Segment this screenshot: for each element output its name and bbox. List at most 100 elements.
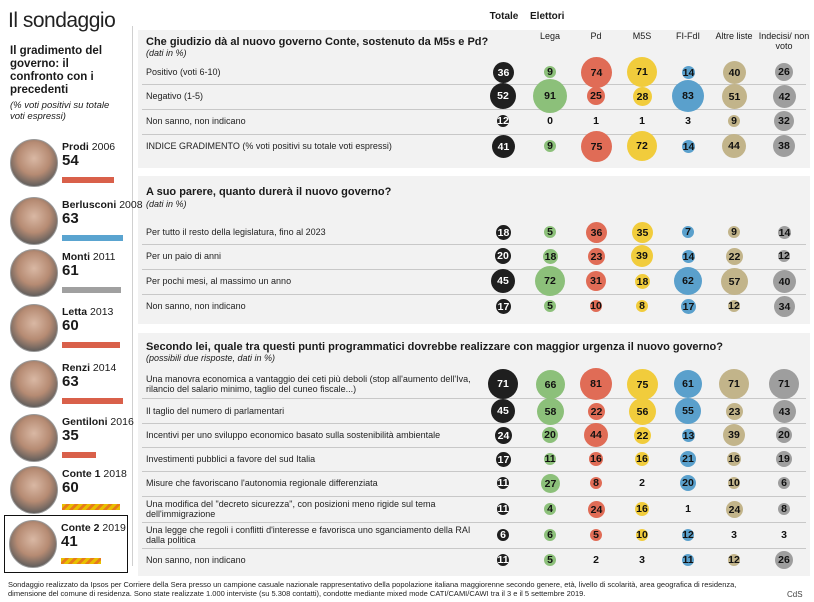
bubble-party: 43 bbox=[773, 400, 796, 423]
question-note: (possibili due risposte, dati in %) bbox=[146, 353, 276, 363]
bubble-party: 8 bbox=[590, 477, 602, 489]
row-label: Non sanno, non indicano bbox=[146, 555, 246, 565]
bubble-party: 5 bbox=[544, 300, 556, 312]
bubble-party: 14 bbox=[682, 66, 695, 79]
bubble-party: 44 bbox=[722, 134, 746, 158]
portrait-photo bbox=[10, 197, 58, 245]
bubble-party: 22 bbox=[726, 248, 743, 265]
portrait-photo bbox=[10, 304, 58, 352]
row-label: Positivo (voti 6-10) bbox=[146, 67, 221, 77]
bubble-party: 75 bbox=[581, 131, 612, 162]
government-name-text: Gentiloni bbox=[62, 416, 111, 428]
question-title: A suo parere, quanto durerà il nuovo gov… bbox=[146, 186, 392, 198]
bubble-party: 40 bbox=[773, 270, 796, 293]
government-approval-bar bbox=[62, 398, 123, 404]
row-separator bbox=[142, 269, 806, 270]
bubble-party: 16 bbox=[635, 452, 649, 466]
portrait-photo bbox=[10, 466, 58, 514]
bubble-totale: 20 bbox=[495, 248, 511, 264]
column-header-elettori: Elettori bbox=[530, 11, 565, 22]
bubble-party: 32 bbox=[774, 111, 794, 131]
bubble-party: 31 bbox=[586, 271, 606, 291]
government-name: Gentiloni 2016 bbox=[62, 416, 134, 428]
bubble-party: 3 bbox=[685, 115, 691, 127]
row-label: Incentivi per uno sviluppo economico bas… bbox=[146, 430, 441, 440]
government-name: Prodi 2006 bbox=[62, 141, 115, 153]
government-approval-bar bbox=[62, 452, 96, 458]
bubble-party: 71 bbox=[627, 57, 657, 87]
bubble-party: 13 bbox=[682, 429, 695, 442]
bubble-party: 1 bbox=[639, 115, 645, 127]
bubble-party: 5 bbox=[590, 529, 602, 541]
bubble-party: 72 bbox=[627, 131, 657, 161]
bubble-party: 38 bbox=[773, 135, 795, 157]
bubble-totale: 41 bbox=[492, 135, 515, 158]
bubble-party: 2 bbox=[639, 477, 645, 489]
row-label: Una legge che regoli i conflitti d'inter… bbox=[146, 525, 471, 545]
row-label: Una modifica del "decreto sicurezza", co… bbox=[146, 499, 436, 519]
government-year: 2013 bbox=[90, 306, 114, 318]
row-label: Per un paio di anni bbox=[146, 251, 222, 261]
government-approval-bar bbox=[62, 235, 123, 241]
bubble-party: 75 bbox=[627, 369, 658, 400]
sidebar-title: Il gradimento del governo: il confronto … bbox=[10, 45, 103, 96]
bubble-party: 21 bbox=[680, 451, 696, 467]
bubble-party: 81 bbox=[580, 368, 612, 400]
government-name: Letta 2013 bbox=[62, 306, 113, 318]
bubble-totale: 11 bbox=[497, 477, 509, 489]
bubble-party: 11 bbox=[544, 453, 556, 465]
bubble-party: 12 bbox=[682, 529, 694, 541]
bubble-party: 57 bbox=[721, 268, 748, 295]
bubble-party: 25 bbox=[587, 87, 605, 105]
page-title: Il sondaggio bbox=[8, 9, 116, 32]
bubble-party: 28 bbox=[633, 87, 652, 106]
sidebar-note: (% voti positivi su totale voti espressi… bbox=[10, 100, 110, 122]
government-approval-value: 54 bbox=[62, 152, 79, 169]
bubble-party: 72 bbox=[535, 266, 565, 296]
bubble-party: 2 bbox=[593, 554, 599, 566]
bubble-party: 18 bbox=[635, 274, 650, 289]
bubble-party: 5 bbox=[544, 226, 556, 238]
bubble-party: 16 bbox=[589, 452, 603, 466]
government-approval-value: 35 bbox=[62, 427, 79, 444]
bubble-party: 8 bbox=[636, 300, 648, 312]
government-name-text: Letta bbox=[62, 306, 91, 318]
government-approval-value: 60 bbox=[62, 479, 79, 496]
bubble-party: 16 bbox=[727, 452, 741, 466]
government-item: Prodi 2006 54 bbox=[6, 135, 128, 193]
bubble-party: 0 bbox=[547, 115, 553, 127]
row-separator bbox=[142, 109, 806, 110]
bubble-party: 4 bbox=[544, 503, 556, 515]
bubble-party: 10 bbox=[728, 477, 740, 489]
government-year: 2006 bbox=[91, 141, 116, 153]
bubble-party: 23 bbox=[726, 403, 743, 420]
government-name-text: Conte 1 bbox=[62, 468, 104, 480]
bubble-party: 8 bbox=[778, 503, 790, 515]
row-label: Investimenti pubblici a favore del sud I… bbox=[146, 454, 316, 464]
row-separator bbox=[142, 398, 806, 399]
government-item: Renzi 2014 63 bbox=[6, 356, 128, 414]
bubble-totale: 17 bbox=[496, 452, 511, 467]
government-name: Berlusconi 2008 bbox=[62, 199, 143, 211]
government-approval-value: 63 bbox=[62, 373, 79, 390]
row-label: Negativo (1-5) bbox=[146, 91, 204, 101]
government-approval-value: 41 bbox=[61, 533, 78, 550]
bubble-party: 24 bbox=[726, 501, 743, 518]
bubble-party: 51 bbox=[722, 84, 747, 109]
government-approval-bar bbox=[62, 177, 114, 183]
row-label: Non sanno, non indicano bbox=[146, 301, 246, 311]
government-name-text: Conte 2 bbox=[61, 522, 103, 534]
bubble-party: 40 bbox=[723, 61, 746, 84]
bubble-party: 12 bbox=[728, 554, 740, 566]
row-label: Per pochi mesi, al massimo un anno bbox=[146, 276, 292, 286]
government-name: Conte 2 2019 bbox=[61, 522, 126, 534]
row-separator bbox=[142, 522, 806, 523]
bubble-totale: 36 bbox=[493, 62, 514, 83]
row-separator bbox=[142, 471, 806, 472]
bubble-party: 56 bbox=[629, 398, 656, 425]
row-label: Una manovra economica a vantaggio dei ce… bbox=[146, 374, 471, 394]
bubble-party: 20 bbox=[542, 427, 558, 443]
bubble-party: 18 bbox=[543, 249, 558, 264]
bubble-party: 34 bbox=[774, 296, 795, 317]
government-approval-value: 61 bbox=[62, 262, 79, 279]
